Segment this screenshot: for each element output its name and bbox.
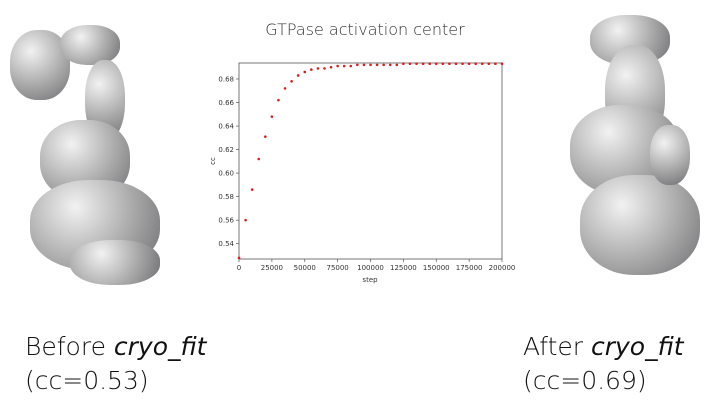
data-point — [310, 68, 313, 71]
y-tick-label: 0.64 — [218, 123, 234, 131]
y-tick-label: 0.56 — [218, 217, 234, 225]
tool-name: cryo_fit — [590, 332, 684, 361]
data-point — [329, 65, 333, 69]
data-point — [244, 218, 247, 222]
data-point — [494, 62, 497, 66]
data-point — [480, 62, 484, 66]
x-axis-label: step — [362, 276, 378, 284]
data-point — [402, 62, 405, 66]
x-tick-label: 100000 — [357, 264, 384, 272]
chart-title: GTPase activation center — [265, 20, 465, 39]
data-point — [441, 62, 445, 66]
data-point — [369, 63, 372, 67]
data-point — [467, 62, 471, 66]
data-point — [296, 74, 300, 77]
data-point — [474, 62, 478, 66]
data-point — [323, 67, 326, 70]
y-tick-label: 0.54 — [218, 240, 234, 248]
y-tick-label: 0.62 — [218, 146, 234, 154]
x-tick-label: 200000 — [489, 264, 516, 272]
x-tick-label: 175000 — [456, 264, 483, 272]
before-caption: Before cryo_fit (cc=0.53) — [25, 330, 206, 398]
before-structure-image — [0, 20, 170, 290]
data-point — [349, 64, 353, 68]
data-point — [303, 70, 307, 74]
caption-text: Before — [25, 332, 114, 361]
data-point — [461, 62, 464, 66]
x-tick-label: 75000 — [326, 264, 348, 272]
data-point — [283, 87, 287, 90]
y-tick-label: 0.60 — [218, 170, 234, 178]
data-point — [277, 98, 280, 102]
data-point — [362, 63, 366, 67]
y-tick-label: 0.58 — [218, 193, 234, 201]
data-point — [428, 62, 431, 66]
data-point — [356, 63, 359, 67]
data-point — [270, 115, 274, 118]
after-caption: After cryo_fit (cc=0.69) — [523, 330, 684, 398]
x-tick-label: 0 — [237, 264, 241, 272]
data-point — [415, 62, 418, 66]
data-point — [434, 62, 438, 66]
data-point — [421, 62, 425, 66]
data-point — [395, 63, 399, 67]
data-point — [342, 64, 346, 68]
data-point — [250, 188, 254, 191]
data-point — [257, 157, 261, 161]
tool-name: cryo_fit — [113, 332, 207, 361]
after-structure-image — [560, 15, 720, 285]
plot-frame — [238, 62, 503, 260]
data-point — [290, 80, 293, 83]
y-tick-label: 0.66 — [218, 99, 234, 107]
data-point — [375, 63, 379, 67]
data-point — [382, 63, 385, 67]
y-tick-label: 0.68 — [218, 76, 234, 84]
x-tick-label: 125000 — [390, 264, 417, 272]
x-tick-label: 50000 — [294, 264, 316, 272]
data-point — [408, 62, 412, 66]
data-point — [487, 62, 491, 66]
data-point — [454, 62, 458, 66]
data-point — [264, 135, 267, 138]
cc-value: (cc=0.69) — [523, 366, 647, 395]
caption-text: After — [523, 332, 591, 361]
y-axis-label: cc — [209, 157, 217, 165]
data-point — [388, 63, 392, 67]
x-tick-label: 25000 — [261, 264, 283, 272]
data-point — [316, 67, 320, 70]
data-point — [448, 62, 451, 66]
data-point — [336, 64, 339, 68]
x-tick-label: 150000 — [423, 264, 450, 272]
data-point — [500, 62, 504, 66]
cc-value: (cc=0.53) — [25, 366, 149, 395]
data-point — [237, 256, 241, 260]
